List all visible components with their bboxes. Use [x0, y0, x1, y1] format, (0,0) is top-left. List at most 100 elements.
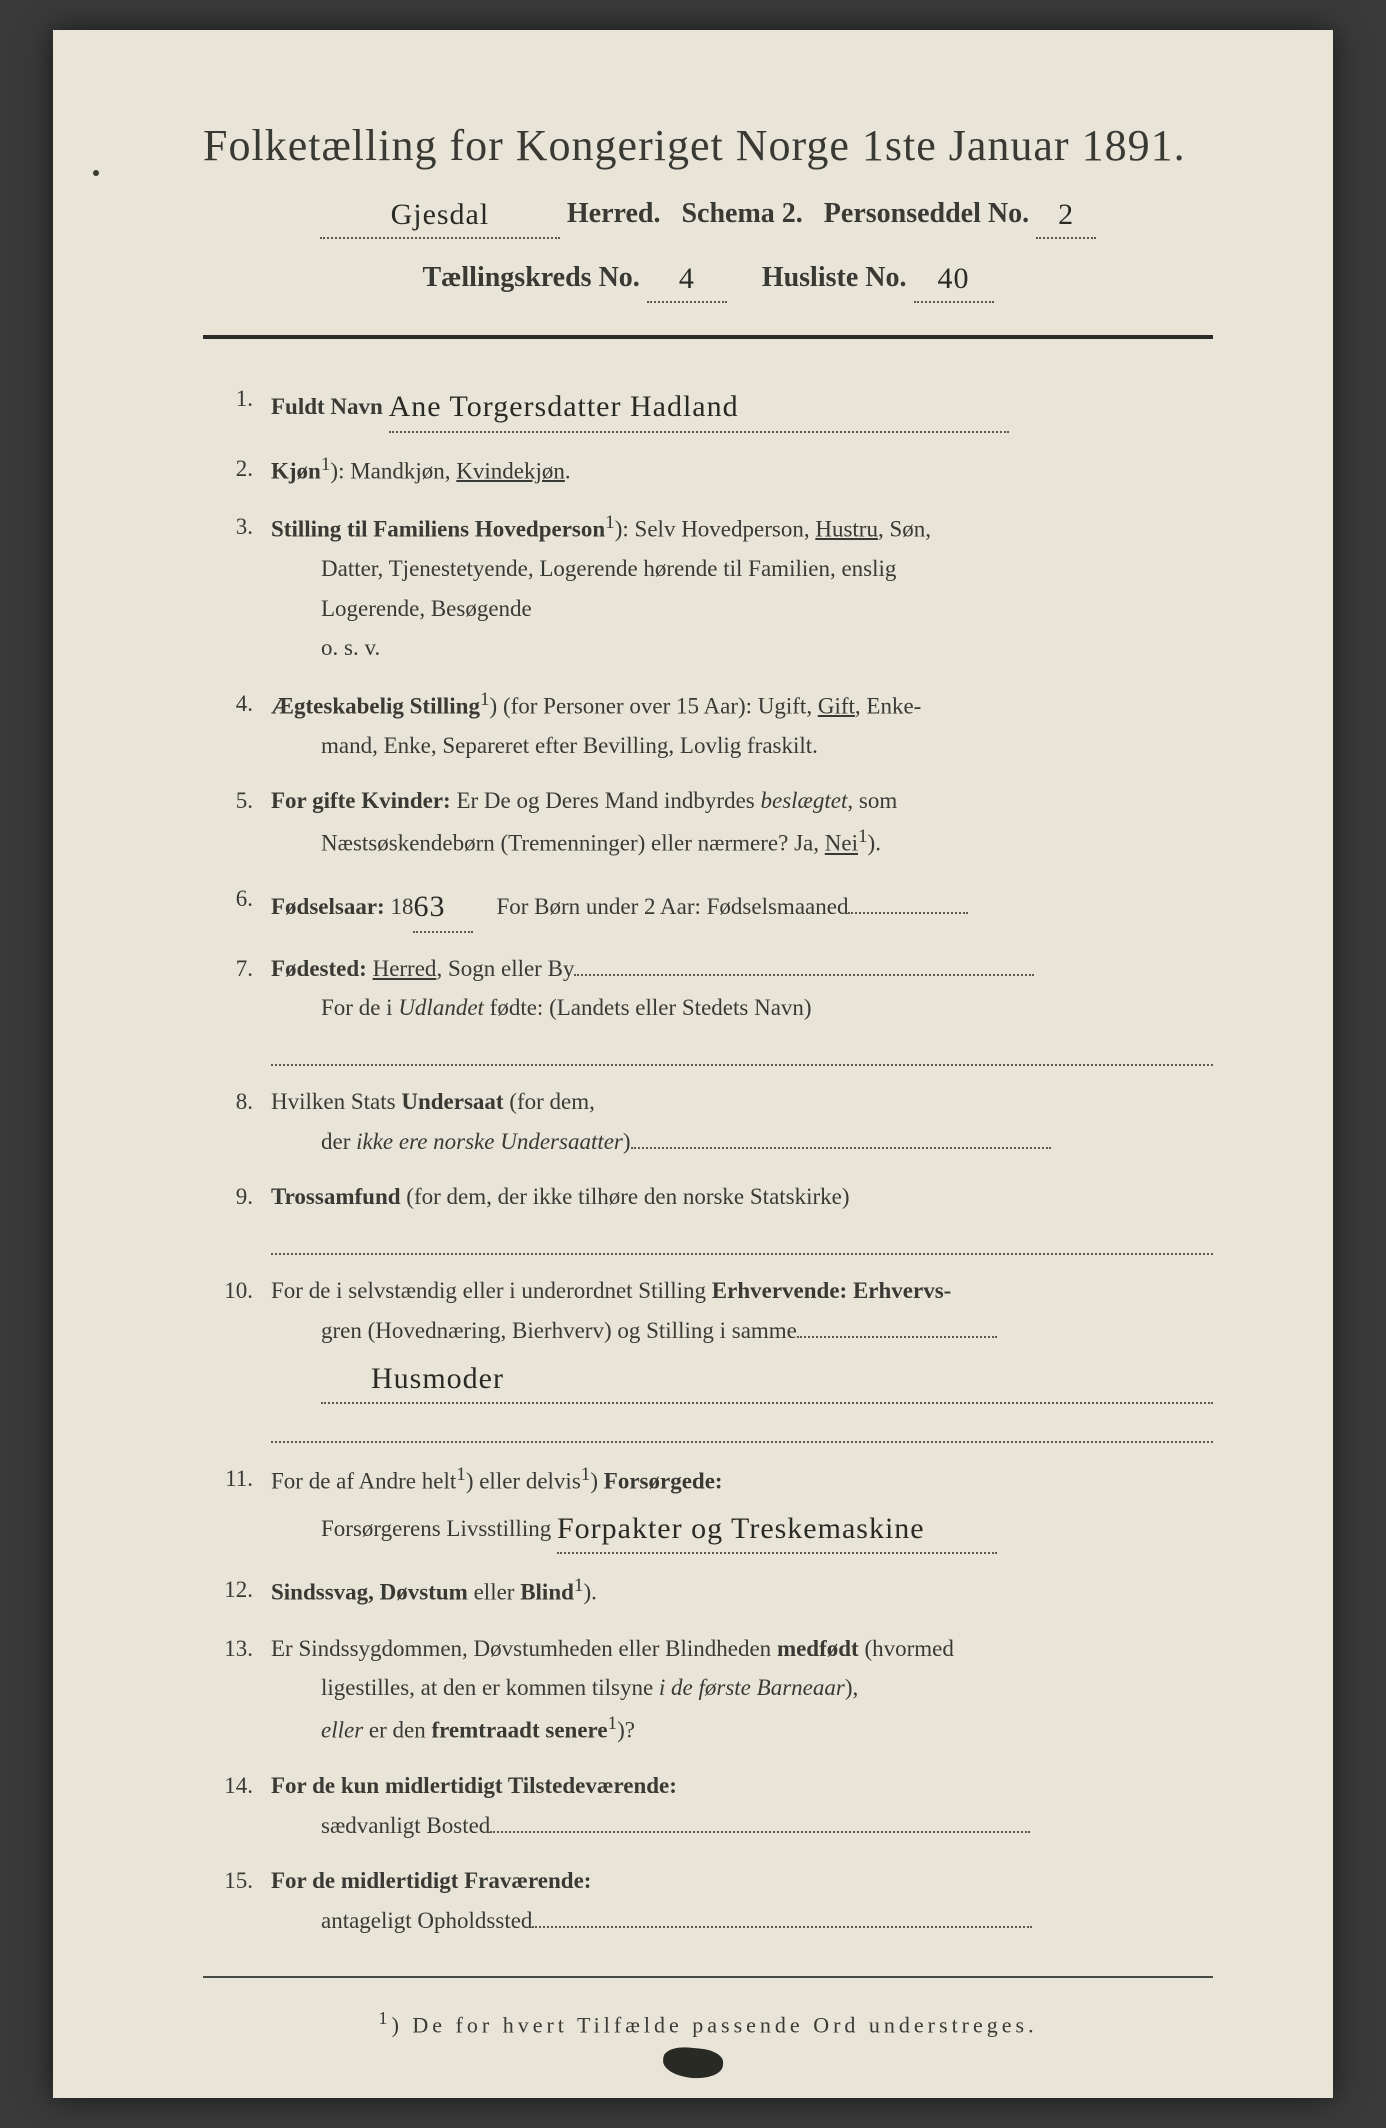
field-text: ): Mandkjøn,	[330, 458, 456, 483]
field-text: , Enke-	[855, 693, 921, 718]
field-text: , Sogn eller By	[436, 956, 574, 981]
field-text: ) (for Personer over 15 Aar): Ugift,	[490, 693, 818, 718]
paper-tear	[662, 2046, 724, 2081]
field-em: Udlandet	[398, 995, 484, 1020]
item-11: 11. For de af Andre helt1) eller delvis1…	[203, 1459, 1213, 1555]
field-text: Er Sindssygdommen, Døvstumheden eller Bl…	[271, 1636, 777, 1661]
field-text: antageligt Opholdssted	[321, 1908, 532, 1933]
field-continuation: Datter, Tjenestetyende, Logerende hørend…	[271, 549, 1213, 589]
field-text: Er De og Deres Mand indbyrdes	[451, 788, 761, 813]
item-body: For de kun midlertidigt Tilstedeværende:…	[271, 1766, 1213, 1845]
item-body: Er Sindssygdommen, Døvstumheden eller Bl…	[271, 1629, 1213, 1750]
speck	[93, 170, 99, 176]
footnote-ref: 1	[608, 1713, 618, 1734]
field-text: ).	[584, 1580, 597, 1605]
item-number: 11.	[203, 1459, 271, 1555]
header-line-2: Gjesdal Herred. Schema 2. Personseddel N…	[203, 189, 1213, 239]
item-6: 6. Fødselsaar: 1863 For Børn under 2 Aar…	[203, 879, 1213, 933]
item-body: Sindssvag, Døvstum eller Blind1).	[271, 1570, 1213, 1612]
item-number: 5.	[203, 781, 271, 863]
footnote-ref: 1	[456, 1464, 466, 1485]
field-text: eller	[468, 1580, 520, 1605]
schema-label: Schema 2.	[681, 198, 802, 229]
item-body: For de af Andre helt1) eller delvis1) Fo…	[271, 1459, 1213, 1555]
footer-rule	[203, 1976, 1213, 1978]
selected-option: Nei	[825, 831, 858, 856]
field-label: For gifte Kvinder:	[271, 788, 451, 813]
field-text: , som	[847, 788, 897, 813]
field-label: Stilling til Familiens Hovedperson	[271, 516, 605, 541]
item-10: 10. For de i selvstændig eller i underor…	[203, 1271, 1213, 1442]
item-body: Ægteskabelig Stilling1) (for Personer ov…	[271, 684, 1213, 766]
field-label: For de kun midlertidigt Tilstedeværende:	[271, 1773, 677, 1798]
item-body: For de midlertidigt Fraværende: antageli…	[271, 1861, 1213, 1940]
footnote-ref: 1	[605, 512, 615, 533]
field-continuation: antageligt Opholdssted	[271, 1901, 1213, 1941]
item-number: 14.	[203, 1766, 271, 1845]
field-text: ligestilles, at den er kommen tilsyne	[321, 1675, 659, 1700]
item-body: Hvilken Stats Undersaat (for dem, der ik…	[271, 1082, 1213, 1161]
field-text: (for dem, der ikke tilhøre den norske St…	[401, 1184, 850, 1209]
blank-line	[631, 1147, 1051, 1149]
field-label: Forsørgede:	[604, 1468, 723, 1493]
field-text: sædvanligt Bosted	[321, 1813, 490, 1838]
field-text: )	[623, 1129, 631, 1154]
kreds-label: Tællingskreds No.	[422, 262, 639, 293]
field-continuation: Logerende, Besøgende	[271, 589, 1213, 629]
footnote-ref: 1	[858, 826, 868, 847]
field-continuation: der ikke ere norske Undersaatter)	[271, 1122, 1213, 1162]
item-body: Fødselsaar: 1863 For Børn under 2 Aar: F…	[271, 879, 1213, 933]
blank-line	[848, 912, 968, 914]
header-line-3: Tællingskreds No. 4 Husliste No. 40	[203, 253, 1213, 303]
item-number: 3.	[203, 507, 271, 668]
personseddel-no-hand: 2	[1058, 198, 1074, 231]
field-continuation: eller er den fremtraadt senere1)?	[271, 1708, 1213, 1750]
field-continuation: o. s. v.	[271, 628, 1213, 668]
herred-label: Herred.	[567, 198, 661, 229]
field-continuation: For de i Udlandet fødte: (Landets eller …	[271, 988, 1213, 1028]
field-label: Fødested:	[271, 956, 367, 981]
main-title: Folketælling for Kongeriget Norge 1ste J…	[203, 120, 1213, 171]
field-text: Forsørgerens Livsstilling	[321, 1516, 551, 1541]
field-text: Hvilken Stats	[271, 1089, 401, 1114]
item-body: Kjøn1): Mandkjøn, Kvindekjøn.	[271, 449, 1213, 491]
field-text: er den	[363, 1717, 431, 1742]
selected-option: Kvindekjøn	[456, 458, 565, 483]
selected-option: Gift	[818, 693, 855, 718]
footnote-ref: 1	[574, 1575, 584, 1596]
field-label: Undersaat	[401, 1089, 503, 1114]
field-label: Trossamfund	[271, 1184, 401, 1209]
item-3: 3. Stilling til Familiens Hovedperson1):…	[203, 507, 1213, 668]
footnote-ref: 1	[378, 2008, 391, 2028]
year-prefix: 18	[390, 894, 413, 919]
item-1: 1. Fuldt Navn Ane Torgersdatter Hadland	[203, 379, 1213, 433]
field-label: Sindssvag, Døvstum	[271, 1580, 468, 1605]
field-text: (hvormed	[859, 1636, 954, 1661]
year-hand: 63	[413, 890, 445, 923]
fuldt-navn-hand: Ane Torgersdatter Hadland	[389, 390, 739, 423]
blank-line	[271, 1221, 1213, 1256]
field-label: For de midlertidigt Fraværende:	[271, 1868, 591, 1893]
field-text: ): Selv Hovedperson,	[615, 516, 816, 541]
item-13: 13. Er Sindssygdommen, Døvstumheden elle…	[203, 1629, 1213, 1750]
field-continuation: gren (Hovednæring, Bierhverv) og Stillin…	[271, 1311, 1213, 1351]
item-15: 15. For de midlertidigt Fraværende: anta…	[203, 1861, 1213, 1940]
item-8: 8. Hvilken Stats Undersaat (for dem, der…	[203, 1082, 1213, 1161]
footnote-ref: 1	[581, 1464, 591, 1485]
item-number: 6.	[203, 879, 271, 933]
field-label: For Børn under 2 Aar: Fødselsmaaned	[496, 894, 848, 919]
field-text: gren (Hovednæring, Bierhverv) og Stillin…	[321, 1318, 797, 1343]
occupation-hand: Husmoder	[371, 1362, 504, 1395]
field-text: ),	[845, 1675, 858, 1700]
field-continuation: mand, Enke, Separeret efter Bevilling, L…	[271, 726, 1213, 766]
field-label: Fødselsaar:	[271, 894, 385, 919]
blank-line	[271, 1408, 1213, 1443]
item-number: 7.	[203, 949, 271, 1067]
footnote-ref: 1	[480, 689, 490, 710]
item-body: Stilling til Familiens Hovedperson1): Se…	[271, 507, 1213, 668]
selected-option: Herred	[373, 956, 437, 981]
header-rule	[203, 335, 1213, 339]
husliste-label: Husliste No.	[762, 262, 907, 293]
field-continuation: Næstsøskendebørn (Tremenninger) eller næ…	[271, 821, 1213, 863]
field-label: Fuldt Navn	[271, 394, 383, 419]
